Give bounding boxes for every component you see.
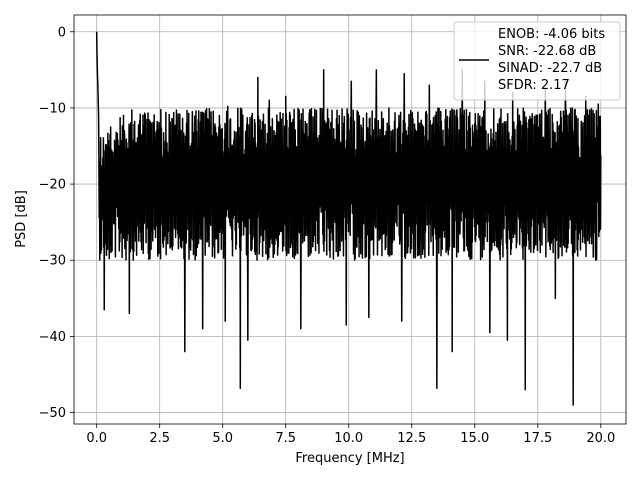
legend-snr: SNR: -22.68 dB [498,44,596,59]
y-axis-label: PSD [dB] [14,190,29,248]
legend-sinad: SINAD: -22.7 dB [498,61,602,76]
legend-box [453,21,621,101]
psd-line [95,31,602,406]
y-tick-label: −50 [39,406,66,421]
x-tick-label: 5.0 [212,431,233,446]
x-tick-label: 2.5 [149,431,170,446]
legend-sfdr: SFDR: 2.17 [498,78,570,93]
y-tick-label: 0 [58,25,66,40]
legend-enob: ENOB: -4.06 bits [498,27,605,42]
x-axis-ticks: 0.0 2.5 5.0 7.5 10.0 12.5 15.0 17.5 20.0 [86,424,615,446]
legend: ENOB: -4.06 bits SNR: -22.68 dB SINAD: -… [453,21,621,101]
x-tick-label: 7.5 [275,431,296,446]
x-axis-label: Frequency [MHz] [295,451,404,466]
y-axis-ticks: 0 −10 −20 −30 −40 −50 [39,25,74,421]
y-tick-label: −30 [39,254,66,269]
x-tick-label: 12.5 [397,431,426,446]
x-tick-label: 10.0 [334,431,363,446]
x-tick-label: 17.5 [523,431,552,446]
y-tick-label: −10 [39,101,66,116]
x-tick-label: 20.0 [586,431,615,446]
x-tick-label: 15.0 [460,431,489,446]
y-tick-label: −40 [39,330,66,345]
plot-frame [73,14,627,425]
psd-trace [95,31,602,406]
y-tick-label: −20 [39,178,66,193]
x-tick-label: 0.0 [86,431,107,446]
